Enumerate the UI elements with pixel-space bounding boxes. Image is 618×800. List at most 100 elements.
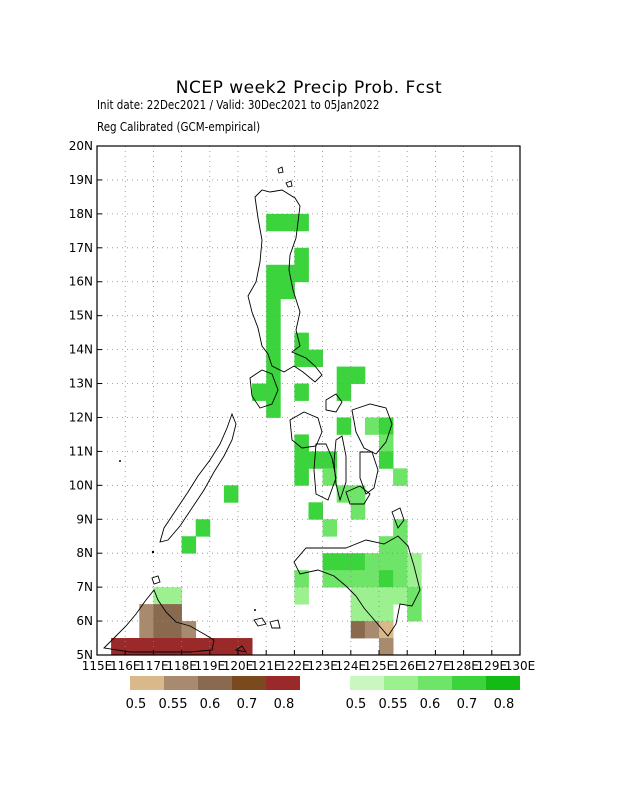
coast-luzon	[247, 189, 323, 383]
legend-label-dry: 0.5	[126, 697, 147, 712]
lon-tick-label: 124E	[336, 659, 367, 673]
prob-cell-wet	[322, 468, 338, 486]
prob-cell-wet	[266, 366, 281, 384]
coast-bohol	[345, 485, 371, 505]
legend-swatch-dry	[164, 676, 198, 690]
lon-tick-label: 117E	[138, 659, 169, 673]
coast-small-island	[234, 645, 247, 653]
prob-cell-wet	[407, 604, 422, 622]
prob-cell-dry	[379, 621, 394, 639]
legend-label-wet: 0.5	[346, 697, 367, 712]
prob-cell-wet	[379, 587, 394, 605]
prob-cell-wet	[195, 519, 211, 537]
prob-cell-wet	[379, 451, 394, 469]
lat-tick-label: 11N	[69, 444, 93, 458]
prob-cell-wet	[266, 400, 281, 418]
prob-cell-wet	[181, 536, 197, 554]
prob-cell-dry	[209, 638, 225, 656]
prob-cell-wet	[294, 451, 309, 469]
legend-label-dry: 0.6	[200, 697, 221, 712]
lon-tick-label: 121E	[251, 659, 282, 673]
prob-cell-wet	[364, 553, 380, 571]
coast-masbate	[325, 393, 343, 413]
legend-swatch-dry	[130, 676, 164, 690]
lon-tick-label: 116E	[110, 659, 141, 673]
legend-above-normal: 0.5 0.55 0.6 0.7 0.8	[346, 676, 520, 712]
prob-cell-wet	[280, 281, 295, 300]
prob-cell-wet	[223, 485, 239, 503]
coast-cebu	[333, 435, 347, 502]
legend-swatch-wet	[486, 676, 520, 690]
prob-cell-wet	[167, 587, 182, 605]
prob-cell-wet	[407, 553, 422, 571]
prob-cell-wet	[379, 434, 394, 452]
coast-samar	[351, 403, 393, 455]
prob-cell-wet	[266, 298, 281, 317]
prob-cell-wet	[393, 536, 408, 554]
prob-cell-wet	[294, 213, 309, 232]
prob-cell-wet	[266, 349, 281, 367]
legend-label-wet: 0.8	[494, 697, 515, 712]
lat-tick-label: 6N	[76, 614, 93, 628]
coast-sulu	[253, 617, 281, 629]
lon-tick-label: 115E	[82, 659, 113, 673]
prob-cell-wet	[350, 366, 366, 384]
lat-tick-label: 7N	[76, 580, 93, 594]
prob-cell-dry	[167, 621, 182, 639]
prob-cell-wet	[294, 247, 309, 266]
prob-cell-dry	[364, 621, 380, 639]
prob-cell-dry	[223, 638, 239, 656]
lat-tick-label: 16N	[69, 275, 93, 289]
coastline	[103, 166, 421, 653]
prob-cell-wet	[294, 264, 309, 283]
island-dot	[254, 609, 256, 611]
lon-tick-label: 119E	[195, 659, 226, 673]
init-valid-dates: Init date: 22Dec2021 / Valid: 30Dec2021 …	[97, 98, 380, 112]
legend-swatch-dry	[198, 676, 232, 690]
prob-cell-dry	[153, 621, 168, 639]
prob-cell-wet	[294, 468, 309, 486]
prob-cell-wet	[350, 604, 366, 622]
lat-tick-label: 18N	[69, 207, 93, 221]
lat-tick-label: 13N	[69, 377, 93, 391]
legend-label-wet: 0.55	[379, 697, 408, 712]
prob-cell-wet	[393, 570, 408, 588]
lon-tick-label: 120E	[223, 659, 254, 673]
legend-swatch-dry	[266, 676, 300, 690]
lat-tick-label: 17N	[69, 241, 93, 255]
prob-cell-dry	[167, 638, 182, 656]
prob-cell-wet	[280, 213, 295, 232]
coast-batanes	[277, 166, 284, 174]
prob-cell-wet	[379, 604, 394, 622]
prob-cell-wet	[322, 570, 338, 588]
prob-cell-wet	[393, 587, 408, 605]
prob-cell-wet	[308, 349, 323, 367]
prob-cell-wet	[308, 451, 323, 469]
lon-tick-label: 126E	[392, 659, 423, 673]
calibration-method: Reg Calibrated (GCM-empirical)	[97, 120, 261, 134]
prob-cell-dry	[139, 638, 154, 656]
lat-tick-label: 19N	[69, 173, 93, 187]
prob-cell-wet	[407, 587, 422, 605]
prob-cell-wet	[336, 383, 352, 401]
coast-babuyan	[285, 180, 293, 188]
lat-tick-label: 8N	[76, 546, 93, 560]
prob-cell-dry	[181, 621, 197, 639]
probability-cells	[111, 213, 422, 656]
coast-dinagat	[391, 507, 405, 529]
coast-borneo	[103, 589, 215, 653]
prob-cell-wet	[350, 570, 366, 588]
coast-leyte	[359, 451, 379, 495]
prob-cell-wet	[350, 485, 366, 503]
lon-tick-label: 125E	[364, 659, 395, 673]
prob-cell-wet	[350, 553, 366, 571]
lat-tick-label: 15N	[69, 309, 93, 323]
prob-cell-wet	[393, 553, 408, 571]
prob-cell-wet	[379, 553, 394, 571]
legend-swatch-wet	[384, 676, 418, 690]
map-point-marks	[119, 460, 256, 611]
prob-cell-wet	[336, 553, 352, 571]
legend-swatch-wet	[452, 676, 486, 690]
longitude-ticks: 115E116E117E118E119E120E121E122E123E124E…	[82, 650, 535, 673]
